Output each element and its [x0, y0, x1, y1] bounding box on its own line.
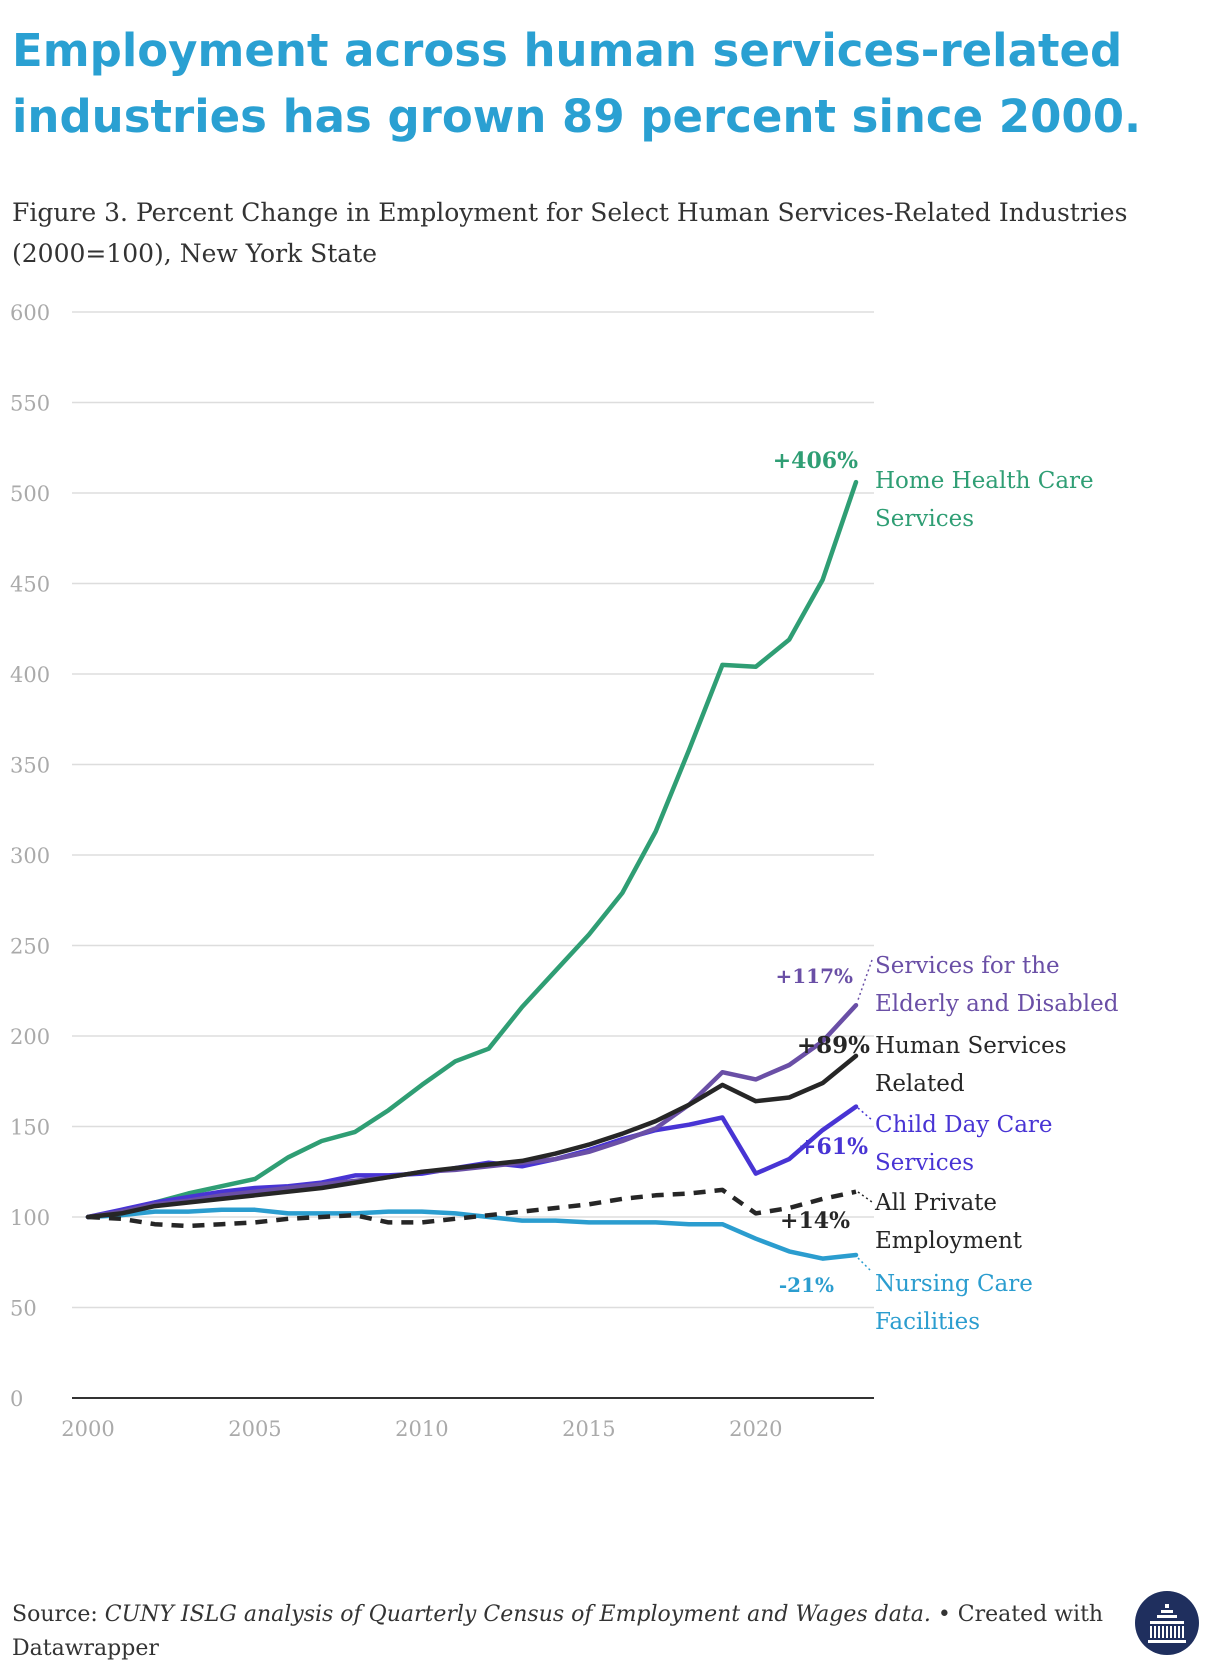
institution-building-icon: [1135, 1591, 1199, 1655]
credit-text: • Created with Datawrapper: [12, 1602, 1104, 1661]
source-label: Source:: [12, 1602, 105, 1627]
leader-line-elderly: [857, 959, 873, 1001]
source-text: CUNY ISLG analysis of Quarterly Census o…: [104, 1602, 931, 1627]
series-name-label-home-health: Home Health Care: [875, 468, 1094, 494]
source-footer: Source: CUNY ISLG analysis of Quarterly …: [12, 1598, 1112, 1666]
y-tick-label: 50: [10, 1297, 37, 1321]
series-name-label-private: All Private: [874, 1190, 997, 1216]
x-tick-label: 2005: [228, 1417, 281, 1441]
change-label-home-health: +406%: [773, 448, 858, 474]
x-tick-label: 2015: [562, 1417, 615, 1441]
change-label-private: +14%: [780, 1208, 850, 1234]
series-name-label-nursing: Facilities: [875, 1309, 980, 1335]
leader-line-nursing: [857, 1257, 873, 1273]
series-line-private: [87, 1187, 857, 1229]
series-name-label-child-care: Services: [875, 1150, 974, 1176]
y-tick-label: 550: [10, 392, 50, 416]
y-tick-label: 150: [10, 1116, 50, 1140]
x-tick-label: 2000: [61, 1417, 114, 1441]
y-tick-label: 250: [10, 935, 50, 959]
series-line-elderly: [85, 1002, 859, 1220]
chart-subtitle: Figure 3. Percent Change in Employment f…: [12, 198, 1128, 268]
y-tick-label: 200: [10, 1025, 50, 1049]
y-tick-label: 350: [10, 754, 50, 778]
y-tick-label: 0: [10, 1387, 23, 1411]
y-tick-label: 450: [10, 573, 50, 597]
series-name-label-home-health: Services: [875, 506, 974, 532]
change-label-child-care: +61%: [798, 1134, 868, 1160]
leader-line-private: [857, 1191, 873, 1203]
y-tick-label: 400: [10, 663, 50, 687]
y-tick-label: 300: [10, 844, 50, 868]
leader-line-child-care: [857, 1107, 873, 1121]
y-tick-label: 100: [10, 1206, 50, 1230]
series-line-human-services: [85, 1053, 859, 1220]
y-tick-label: 600: [10, 301, 50, 325]
series-line-home-health: [85, 479, 859, 1220]
series-name-label-human-services: Human Services: [875, 1033, 1067, 1059]
series-name-label-human-services: Related: [875, 1071, 965, 1097]
headline: Employment across human services-related…: [12, 24, 1142, 143]
series-name-label-elderly: Services for the: [875, 953, 1060, 979]
change-label-human-services: +89%: [797, 1032, 870, 1059]
line-chart: 0 50 100 150 200 250 300 350 400 450 500 550 600 2000…: [10, 301, 1119, 1441]
series-name-label-elderly: Elderly and Disabled: [875, 991, 1119, 1017]
series-name-label-child-care: Child Day Care: [875, 1112, 1053, 1138]
y-tick-label: 500: [10, 482, 50, 506]
series-name-label-nursing: Nursing Care: [875, 1271, 1033, 1297]
x-tick-label: 2020: [729, 1417, 782, 1441]
change-label-elderly: +117%: [775, 964, 853, 988]
series-name-label-private: Employment: [875, 1228, 1023, 1254]
change-label-nursing: -21%: [779, 1273, 834, 1297]
x-tick-label: 2010: [395, 1417, 448, 1441]
